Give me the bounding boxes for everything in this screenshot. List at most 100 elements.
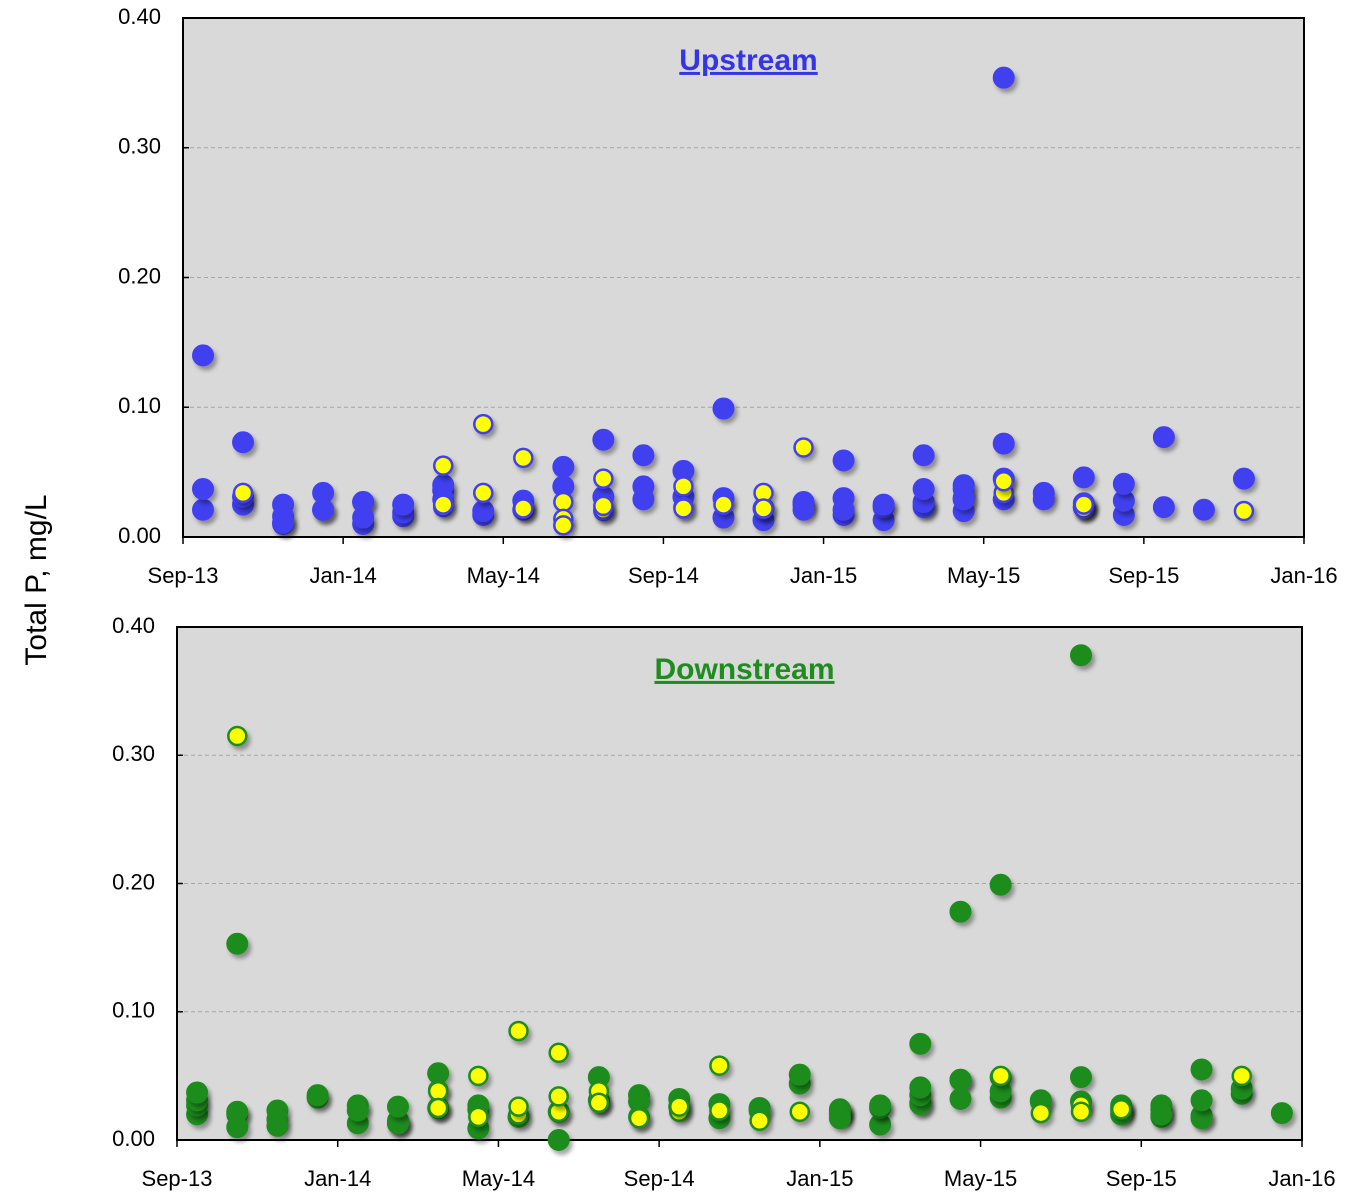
y-tick-label: 0.20 [118, 263, 161, 288]
data-point [1110, 1098, 1132, 1120]
data-point [1231, 1065, 1252, 1087]
data-point [468, 1065, 489, 1087]
y-tick-label: 0.10 [112, 998, 155, 1023]
y-tick-label: 0.40 [118, 4, 161, 29]
data-point [432, 494, 454, 515]
x-tick-label: Jan-16 [1268, 1166, 1335, 1191]
x-tick-label: Sep-15 [1108, 563, 1179, 588]
data-point [1070, 1101, 1092, 1123]
x-tick-label: Jan-15 [786, 1166, 853, 1191]
y-tick-label: 0.20 [112, 869, 155, 894]
data-point [592, 428, 615, 451]
data-point [632, 488, 655, 511]
data-point [473, 413, 494, 435]
data-point [709, 1055, 730, 1076]
y-tick-label: 0.40 [112, 613, 155, 638]
data-point [312, 498, 335, 521]
data-point [508, 1020, 529, 1042]
data-point [227, 725, 248, 747]
data-point [1073, 494, 1095, 515]
x-tick-label: Sep-15 [1106, 1166, 1177, 1191]
data-point [473, 482, 494, 504]
panel-title: Upstream [679, 44, 817, 77]
x-tick-label: May-15 [947, 563, 1020, 588]
data-point [909, 1076, 932, 1099]
y-axis-label: Total P, mg/L [20, 494, 53, 665]
data-point [266, 1114, 289, 1137]
x-tick-label: Sep-14 [628, 563, 699, 588]
data-point [553, 491, 574, 513]
data-point [673, 498, 694, 519]
data-point [949, 1068, 972, 1091]
data-point [1190, 1089, 1213, 1112]
data-point [709, 1100, 730, 1121]
y-tick-label: 0.30 [118, 134, 161, 159]
data-point [872, 493, 895, 516]
data-point [232, 482, 254, 504]
data-point [1192, 498, 1215, 521]
data-point [789, 1101, 811, 1123]
x-tick-label: May-14 [462, 1166, 535, 1191]
data-point [468, 1106, 489, 1128]
data-point [713, 494, 734, 515]
data-point [272, 511, 295, 534]
x-tick-label: Jan-14 [304, 1166, 371, 1191]
data-point [792, 498, 815, 521]
data-point [992, 432, 1015, 455]
data-point [828, 1107, 851, 1130]
data-point [628, 1107, 650, 1129]
data-point [392, 493, 415, 516]
data-point [912, 477, 935, 500]
data-point [912, 444, 935, 467]
data-point [1032, 488, 1055, 511]
data-point [593, 468, 614, 489]
data-point [793, 437, 814, 458]
data-point [186, 1081, 209, 1104]
data-point [1030, 1102, 1052, 1124]
data-point [1152, 426, 1175, 449]
y-tick-label: 0.00 [118, 523, 161, 548]
data-point [989, 873, 1012, 896]
data-point [712, 397, 735, 420]
data-point [788, 1063, 811, 1086]
data-point [508, 1096, 529, 1117]
plot-frame [182, 17, 1305, 538]
data-point [990, 1065, 1011, 1087]
data-point [346, 1099, 369, 1122]
x-tick-label: Jan-14 [310, 563, 377, 588]
data-point [949, 900, 972, 923]
data-point [1112, 472, 1135, 495]
data-point [386, 1095, 409, 1118]
x-tick-label: Jan-15 [790, 563, 857, 588]
panel-title: Downstream [654, 653, 834, 686]
x-tick-label: May-14 [467, 563, 540, 588]
data-point [1270, 1102, 1293, 1125]
data-point [1072, 466, 1095, 489]
x-tick-label: Jan-16 [1270, 563, 1337, 588]
data-point [553, 515, 574, 536]
data-point [753, 498, 774, 519]
data-point [1233, 500, 1255, 522]
x-tick-label: May-15 [944, 1166, 1017, 1191]
data-point [832, 498, 855, 521]
data-point [192, 477, 215, 500]
data-point [673, 476, 694, 497]
data-point [432, 455, 454, 476]
data-point [513, 498, 534, 519]
y-tick-label: 0.00 [112, 1126, 155, 1151]
data-point [427, 1081, 449, 1102]
data-point [1152, 496, 1175, 519]
data-point [993, 470, 1014, 492]
data-point [1150, 1103, 1173, 1126]
data-point [226, 1116, 249, 1139]
data-point [1190, 1058, 1213, 1081]
data-point [869, 1094, 892, 1117]
data-point [632, 444, 655, 467]
data-point [588, 1092, 610, 1114]
y-tick-label: 0.30 [112, 741, 155, 766]
data-point [306, 1084, 329, 1107]
y-tick-label: 0.10 [118, 393, 161, 418]
x-tick-label: Sep-13 [148, 563, 219, 588]
x-tick-label: Sep-14 [624, 1166, 695, 1191]
